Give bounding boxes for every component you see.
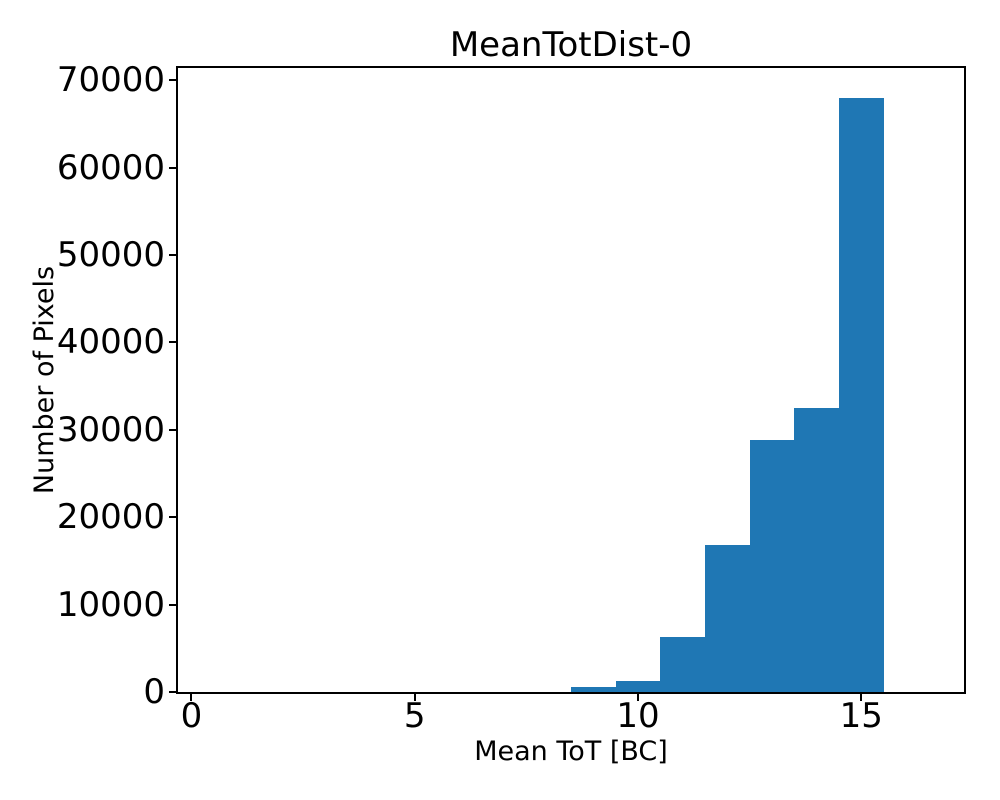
- y-axis-tick-label: 70000: [56, 60, 165, 101]
- x-axis-tick: [637, 694, 639, 701]
- y-axis-tick: [169, 166, 176, 169]
- y-axis-tick: [169, 254, 176, 256]
- x-axis-tick-label: 15: [839, 696, 883, 736]
- histogram-bar: [839, 97, 884, 692]
- y-axis-tick-label: 30000: [56, 409, 165, 450]
- y-axis-tick-label: 60000: [56, 147, 165, 188]
- y-axis-tick: [169, 691, 176, 693]
- y-axis-tick: [169, 428, 176, 431]
- x-axis-tick: [860, 694, 863, 701]
- histogram-bar: [705, 545, 750, 692]
- x-axis-tick-label: 0: [180, 696, 203, 736]
- y-axis-tick-label: 40000: [56, 322, 165, 363]
- chart-title: MeanTotDist-0: [449, 25, 693, 65]
- histogram-bar: [615, 681, 661, 692]
- y-axis-label: Number of Pixels: [29, 265, 60, 495]
- x-axis-tick-label: 5: [403, 696, 426, 736]
- histogram-bar: [749, 440, 795, 692]
- y-axis-tick-label: 20000: [56, 497, 165, 538]
- histogram-bar: [660, 636, 705, 692]
- x-axis-label: Mean ToT [BC]: [474, 736, 668, 767]
- y-axis-tick: [169, 516, 176, 519]
- histogram-bar: [794, 408, 839, 692]
- x-axis-tick: [190, 694, 193, 701]
- y-axis-tick-label: 10000: [56, 584, 165, 625]
- y-axis-tick: [169, 603, 176, 606]
- y-axis-tick-label: 50000: [56, 235, 165, 275]
- x-axis-tick: [413, 694, 416, 701]
- x-axis-tick-label: 10: [616, 696, 660, 736]
- plot-area: [176, 66, 966, 694]
- y-axis-tick-label: 0: [143, 672, 165, 712]
- bars-layer: [178, 68, 964, 692]
- histogram-bar: [571, 686, 616, 692]
- y-axis-tick: [169, 341, 176, 344]
- y-axis-tick: [169, 79, 176, 82]
